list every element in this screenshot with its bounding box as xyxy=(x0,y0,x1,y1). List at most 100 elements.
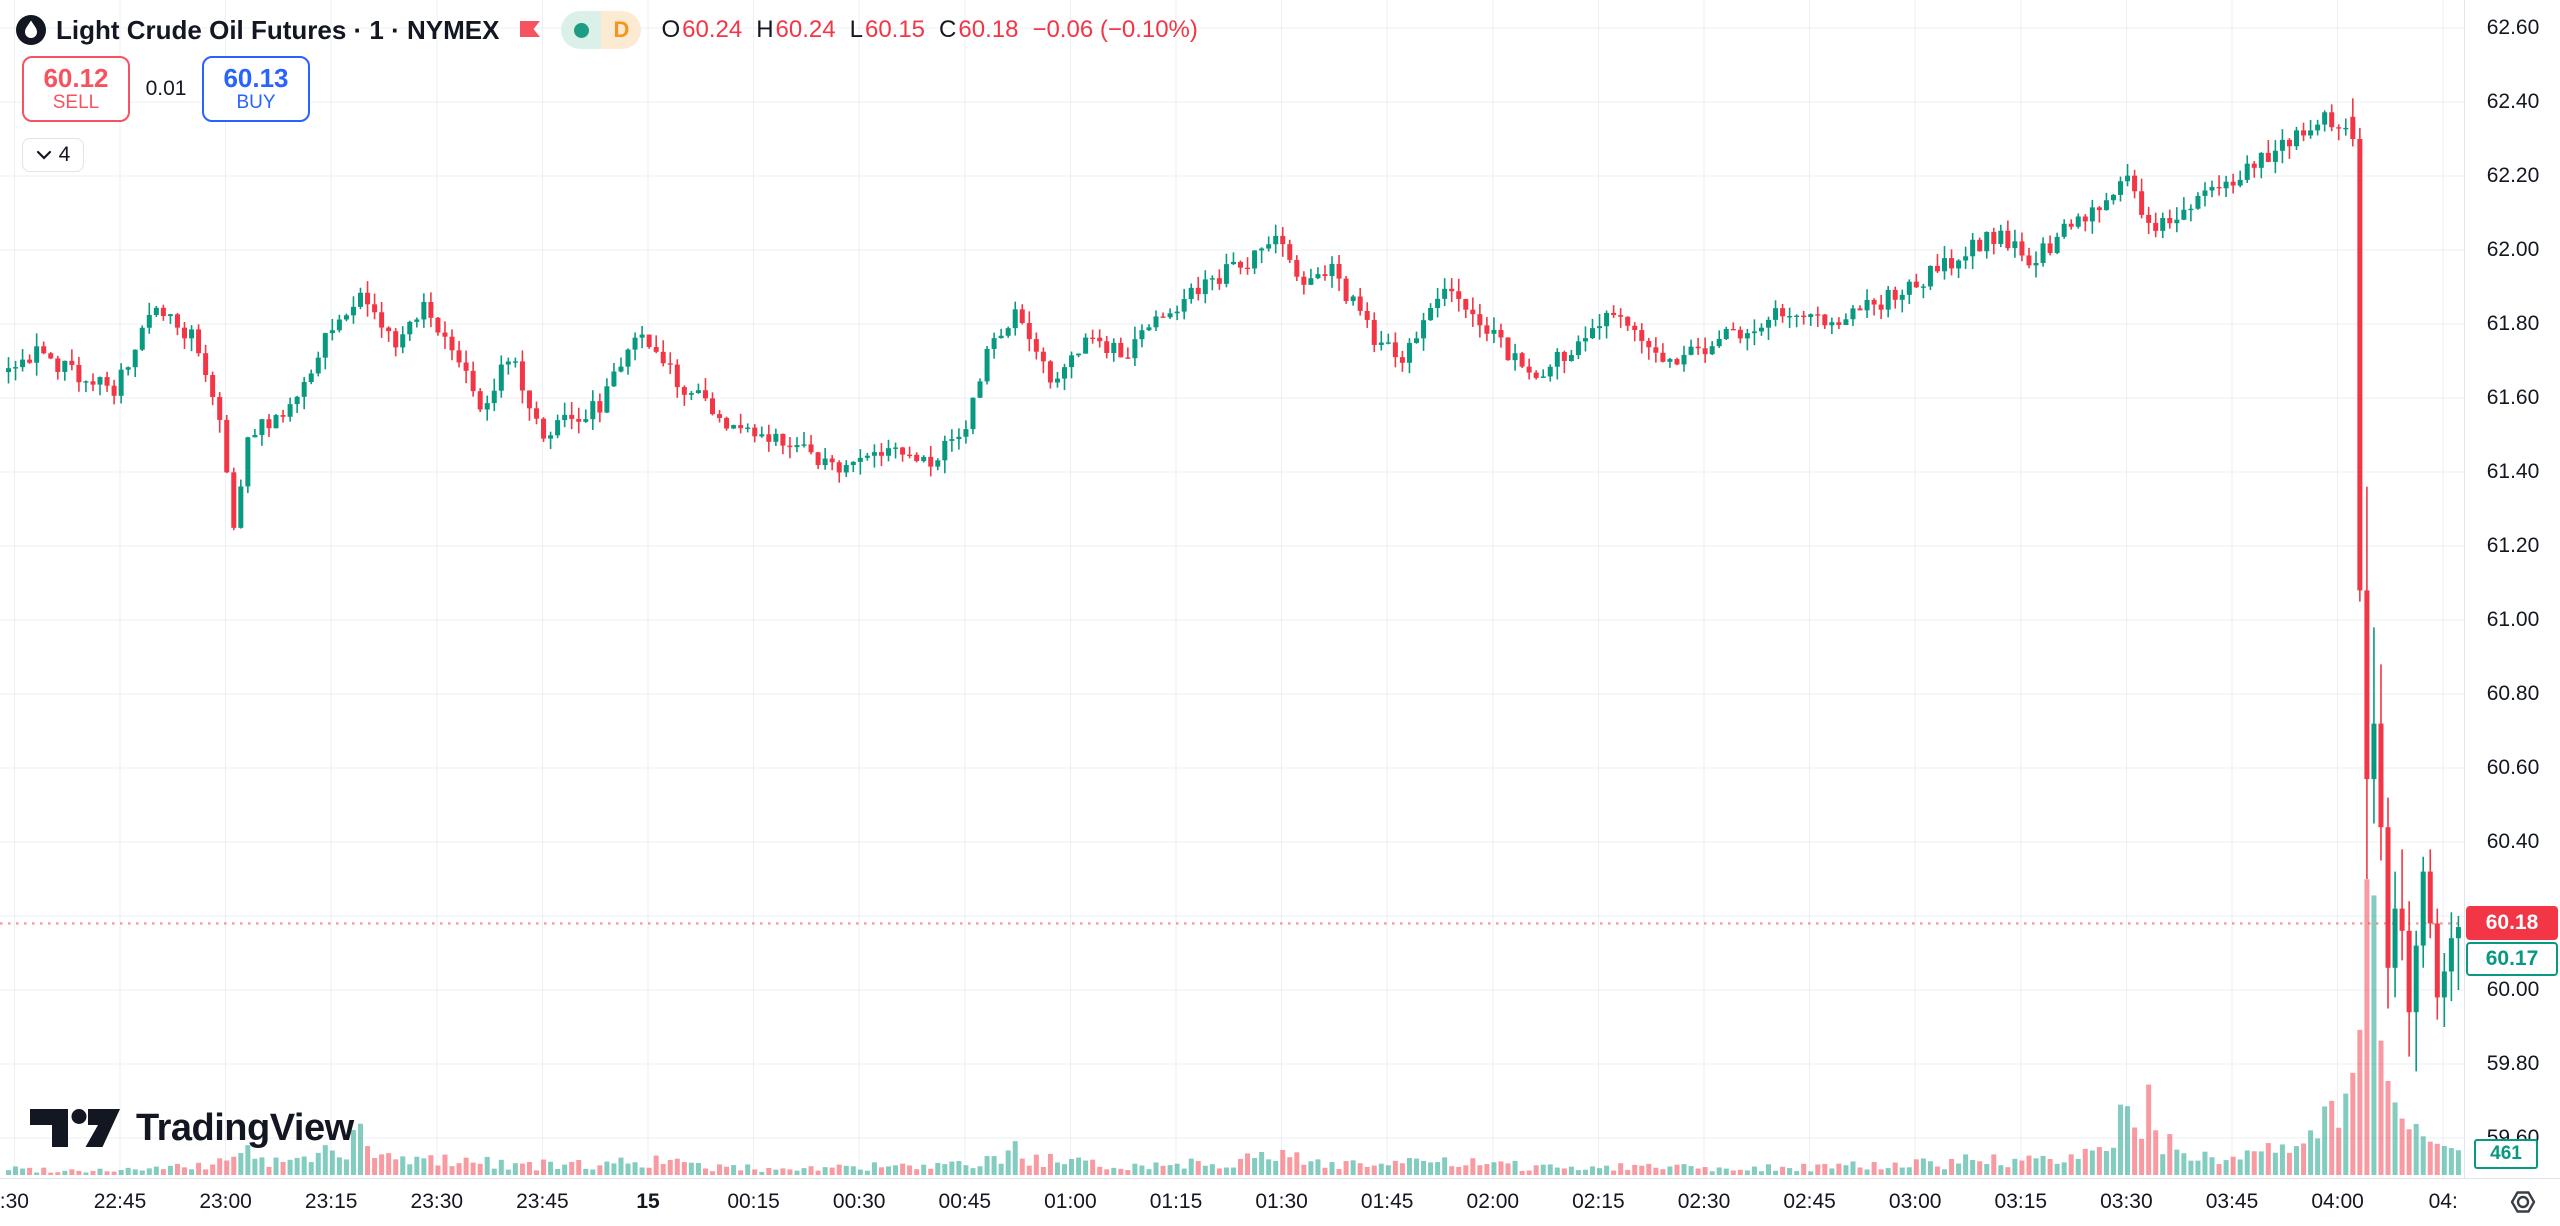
last-price-tag: 60.18 xyxy=(2466,906,2558,941)
candle-body xyxy=(2357,139,2363,591)
volume-bar xyxy=(914,1169,920,1175)
volume-bar xyxy=(350,1130,356,1175)
candle-body xyxy=(759,434,765,437)
volume-bar xyxy=(1758,1171,1764,1175)
symbol-status-badges: D xyxy=(561,11,642,49)
time-tick-label: 03:00 xyxy=(1888,1190,1942,1213)
volume-bar xyxy=(878,1167,884,1175)
volume-bar xyxy=(2350,1072,2356,1175)
volume-bar xyxy=(1590,1166,1595,1175)
candle-body xyxy=(34,346,40,363)
candle-body xyxy=(942,440,948,461)
volume-bar xyxy=(1146,1169,1152,1175)
volume-bar xyxy=(1998,1165,2004,1175)
candle-body xyxy=(2286,139,2292,147)
candle-body xyxy=(1111,342,1117,353)
volume-bar xyxy=(1674,1164,1680,1175)
candle-body xyxy=(1428,308,1434,321)
candle-body xyxy=(576,418,582,422)
volume-bar xyxy=(90,1170,96,1175)
candle-body xyxy=(900,447,906,455)
candle-body xyxy=(639,334,645,338)
candle-body xyxy=(1575,341,1581,356)
market-status-icon[interactable] xyxy=(561,11,602,49)
volume-bar xyxy=(2167,1134,2173,1175)
candle-body xyxy=(1758,327,1764,332)
volume-bar xyxy=(2160,1154,2166,1175)
sell-price: 60.12 xyxy=(43,63,109,93)
candle-body xyxy=(1547,366,1553,377)
volume-bar xyxy=(477,1163,483,1175)
candle-body xyxy=(1646,341,1652,348)
candle-body xyxy=(2026,255,2032,266)
trade-panel: 60.12 SELL 0.01 60.13 BUY xyxy=(22,56,310,122)
volume-bar xyxy=(1266,1159,1272,1175)
time-axis[interactable]: :30 22:45 23:00 23:15 23:30 23:45 15 00:15 00:30… xyxy=(0,1178,2560,1226)
candle-body xyxy=(2315,124,2321,131)
candle-body xyxy=(1956,260,1962,269)
price-tick-label: 61.80 xyxy=(2486,312,2540,335)
candle-body xyxy=(1252,250,1258,269)
candle-body xyxy=(1280,235,1286,245)
volume-bar xyxy=(759,1171,765,1175)
volume-bar xyxy=(794,1170,800,1175)
candle-body xyxy=(2082,216,2088,222)
candle-body xyxy=(970,397,976,430)
volume-bar xyxy=(55,1172,61,1175)
gear-icon[interactable] xyxy=(2508,1187,2538,1217)
tradingview-logo-icon xyxy=(30,1109,120,1147)
volume-bar xyxy=(2146,1084,2152,1175)
candle-body xyxy=(315,357,321,374)
bar-countdown-chip[interactable]: 4 xyxy=(22,138,84,172)
volume-bar xyxy=(1737,1169,1743,1175)
volume-bar xyxy=(2286,1152,2292,1175)
volume-bar xyxy=(1315,1159,1321,1175)
volume-bar xyxy=(83,1172,89,1175)
buy-button[interactable]: 60.13 BUY xyxy=(202,56,310,122)
volume-bar xyxy=(2427,1141,2433,1175)
candle-body xyxy=(1167,313,1173,318)
candle-body xyxy=(1470,309,1476,315)
price-tick-label: 61.60 xyxy=(2486,386,2540,409)
candle-body xyxy=(1435,298,1441,309)
tradingview-logo[interactable]: TradingView xyxy=(28,1106,354,1150)
volume-bar xyxy=(20,1168,26,1175)
price-axis[interactable]: 62.60 62.40 62.20 62.00 61.80 61.60 61.40 61.20… xyxy=(2464,0,2560,1178)
volume-bar xyxy=(2294,1146,2299,1175)
volume-bar xyxy=(449,1166,455,1175)
volume-bar xyxy=(611,1163,617,1175)
volume-bar xyxy=(484,1156,490,1175)
sell-button[interactable]: 60.12 SELL xyxy=(22,56,130,122)
volume-bar xyxy=(1744,1170,1750,1175)
candle-body xyxy=(2216,186,2222,189)
candle-body xyxy=(1083,337,1089,354)
volume-bar xyxy=(1456,1166,1462,1175)
candle-body xyxy=(259,419,265,436)
volume-bar xyxy=(1329,1162,1335,1175)
volume-bar xyxy=(2153,1130,2159,1175)
symbol-title[interactable]: Light Crude Oil Futures · 1 · NYMEX xyxy=(56,14,500,45)
candle-body xyxy=(2132,175,2138,192)
buy-label: BUY xyxy=(236,92,276,113)
candle-body xyxy=(998,335,1004,339)
volume-bar xyxy=(301,1156,307,1175)
time-tick-label: 04:00 xyxy=(2311,1190,2364,1213)
candle-body xyxy=(1695,346,1701,349)
candle-body xyxy=(350,306,356,316)
volume-bar xyxy=(2343,1093,2349,1175)
volume-bar xyxy=(153,1166,159,1175)
volume-bar xyxy=(1153,1162,1159,1175)
volume-bar xyxy=(1660,1169,1666,1175)
candle-body xyxy=(1238,261,1243,268)
volume-bar xyxy=(1477,1165,1483,1175)
candle-body xyxy=(1456,291,1462,299)
delayed-data-badge[interactable]: D xyxy=(601,11,642,49)
volume-bar xyxy=(512,1163,518,1175)
volume-bar xyxy=(2385,1080,2391,1175)
candle-body xyxy=(358,292,363,307)
candle-body xyxy=(238,486,244,528)
flag-icon[interactable] xyxy=(517,17,543,43)
high-value: 60.24 xyxy=(775,16,836,43)
candle-body xyxy=(1674,359,1680,365)
